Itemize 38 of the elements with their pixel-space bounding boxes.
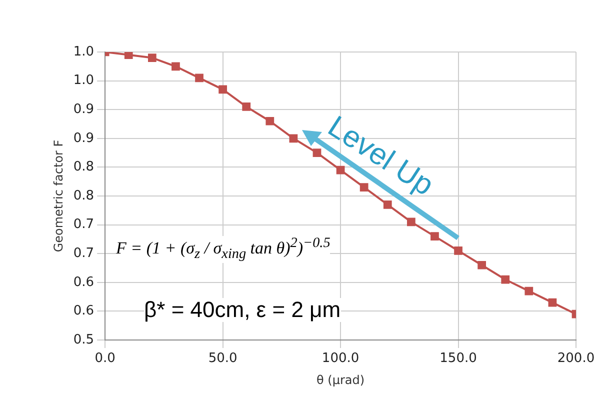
point: [172, 62, 180, 71]
point: [430, 232, 439, 240]
y-axis-title: Geometric factor F: [51, 140, 66, 252]
x-axis-title: θ (μrad): [316, 372, 365, 387]
point: [360, 183, 368, 192]
annotation: β* = 40cm, ε = 2 μm: [144, 297, 341, 322]
point: [478, 260, 486, 270]
point: [312, 148, 322, 157]
x-tick-label: 50.0: [208, 351, 238, 366]
point: [524, 286, 534, 296]
y-tick-label: 0.9: [73, 130, 94, 146]
y-tick-label: 1.0: [73, 73, 94, 88]
y-tick-label: 0.5: [73, 332, 94, 348]
y-tick-label: 1.0: [73, 44, 94, 60]
y-tick-label: 0.6: [73, 304, 94, 319]
point: [406, 218, 416, 226]
point: [454, 246, 462, 255]
point: [124, 52, 133, 60]
y-tick-label: 0.8: [73, 188, 94, 204]
point: [289, 134, 298, 143]
x-tick-label: 100.0: [322, 351, 360, 366]
y-tick-label: 0.7: [73, 217, 94, 232]
point: [548, 298, 557, 307]
point: [218, 85, 227, 94]
x-tick-label: 200.0: [557, 351, 595, 366]
y-tick-label: 0.8: [73, 160, 94, 175]
point: [148, 54, 156, 62]
x-tick-label: 0.0: [94, 351, 116, 366]
y-tick-label: 0.9: [73, 102, 94, 117]
x-tick-label: 150.0: [440, 351, 477, 366]
point: [266, 116, 274, 126]
point: [501, 275, 510, 284]
point: [195, 74, 204, 82]
y-tick-label: 0.7: [73, 246, 94, 261]
y-tick-label: 0.6: [73, 274, 94, 290]
annotation: F = (1 + (σ$_{z}$ / σ$_{xing}$ tan θ)$^{2}$)$^{−0.5}$: [116, 235, 330, 263]
point: [242, 102, 251, 111]
point: [383, 200, 392, 209]
